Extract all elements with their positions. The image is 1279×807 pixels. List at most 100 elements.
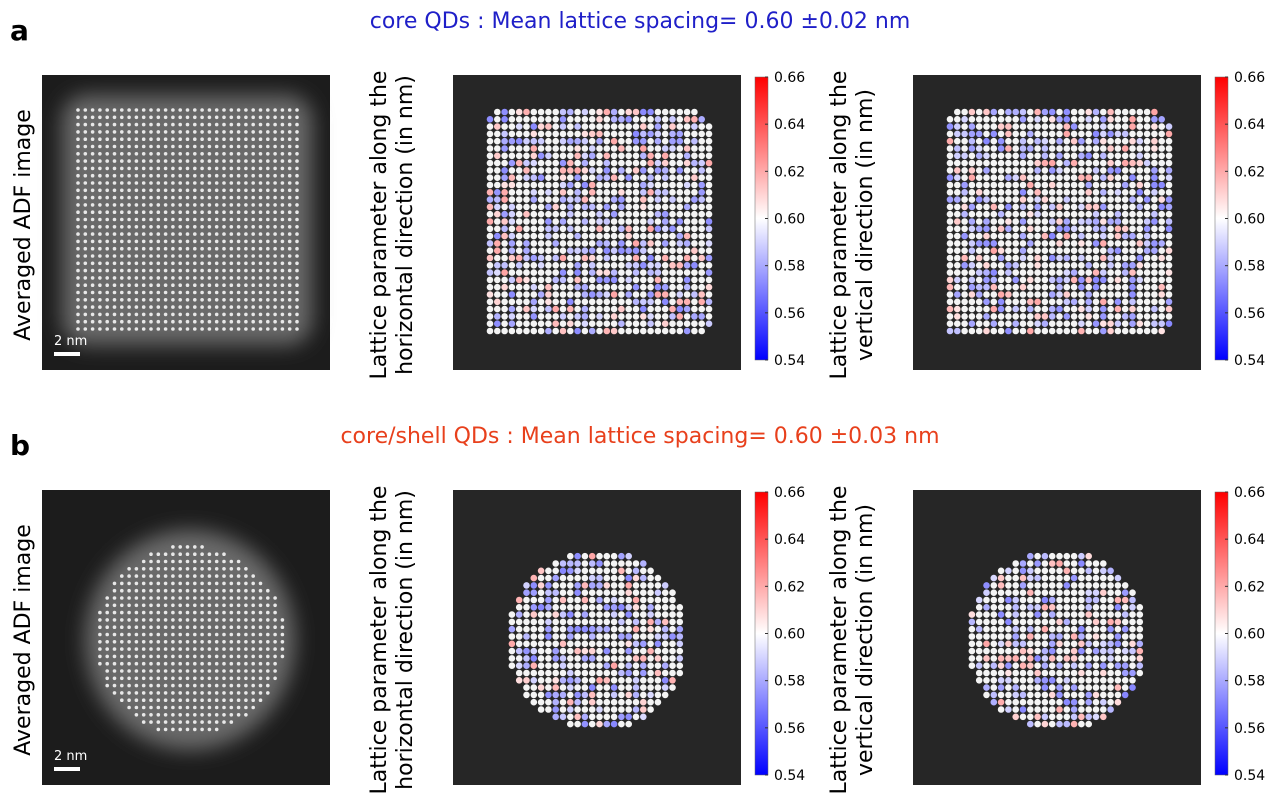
lattice-point — [1042, 692, 1049, 699]
lattice-point — [589, 575, 596, 582]
atom-column — [76, 145, 80, 149]
lattice-point — [487, 313, 494, 320]
atom-column — [127, 189, 131, 193]
lattice-point — [706, 153, 713, 160]
atom-column — [105, 116, 109, 120]
atom-column — [120, 116, 124, 120]
lattice-point — [991, 153, 998, 160]
lattice-point — [1107, 167, 1114, 174]
lattice-point — [509, 655, 516, 662]
lattice-point — [1144, 306, 1151, 313]
atom-column — [200, 684, 204, 688]
atom-column — [186, 545, 190, 549]
atom-column — [215, 574, 219, 578]
lattice-point — [560, 153, 567, 160]
lattice-point — [567, 211, 574, 218]
lattice-point — [487, 255, 494, 262]
atom-column — [208, 123, 212, 127]
lattice-point — [625, 145, 632, 152]
atom-column — [215, 567, 219, 571]
atom-column — [178, 560, 182, 564]
lattice-point — [611, 189, 618, 196]
lattice-point — [655, 662, 662, 669]
lattice-point — [552, 626, 559, 633]
lattice-point — [523, 189, 530, 196]
atom-column — [193, 640, 197, 644]
lattice-point — [1005, 167, 1012, 174]
lattice-point — [655, 641, 662, 648]
lattice-point — [567, 575, 574, 582]
atom-column — [200, 159, 204, 163]
lattice-point — [1027, 204, 1034, 211]
atom-column — [259, 269, 263, 273]
atom-column — [193, 108, 197, 112]
lattice-point — [1166, 123, 1173, 130]
lattice-point — [552, 167, 559, 174]
lattice-point — [596, 299, 603, 306]
lattice-point — [1056, 655, 1063, 662]
lattice-point — [1049, 560, 1056, 567]
lattice-point — [691, 247, 698, 254]
lattice-point — [677, 328, 684, 335]
atom-column — [273, 196, 277, 200]
atom-column — [193, 218, 197, 222]
lattice-point — [1100, 699, 1107, 706]
atom-column — [157, 145, 161, 149]
lattice-point — [1064, 145, 1071, 152]
lattice-point — [1122, 189, 1129, 196]
atom-column — [266, 596, 270, 600]
atom-column — [84, 137, 88, 141]
lattice-point — [669, 116, 676, 123]
atom-column — [237, 203, 241, 207]
lattice-point — [574, 291, 581, 298]
lattice-point — [947, 167, 954, 174]
lattice-point — [1034, 277, 1041, 284]
atom-column — [135, 327, 139, 331]
atom-column — [76, 262, 80, 266]
atom-column — [178, 596, 182, 600]
atom-column — [193, 647, 197, 651]
lattice-point — [976, 284, 983, 291]
lattice-point — [633, 226, 640, 233]
atom-column — [273, 123, 277, 127]
lattice-point — [1005, 597, 1012, 604]
lattice-point — [1064, 604, 1071, 611]
atom-column — [76, 203, 80, 207]
atom-column — [281, 625, 285, 629]
lattice-point — [954, 328, 961, 335]
lattice-point — [604, 116, 611, 123]
atom-column — [222, 713, 226, 717]
lattice-point — [523, 328, 530, 335]
atom-column — [98, 174, 102, 178]
lattice-point — [1064, 204, 1071, 211]
lattice-point — [1122, 131, 1129, 138]
lattice-point — [509, 131, 516, 138]
lattice-point — [1100, 633, 1107, 640]
atom-column — [259, 669, 263, 673]
atom-column — [127, 633, 131, 637]
atom-column — [91, 313, 95, 317]
atom-column — [157, 203, 161, 207]
atom-column — [259, 232, 263, 236]
lattice-point — [1093, 204, 1100, 211]
lattice-point — [976, 597, 983, 604]
lattice-point — [647, 677, 654, 684]
atom-column — [266, 618, 270, 622]
lattice-point — [487, 328, 494, 335]
atom-column — [259, 618, 263, 622]
lattice-point — [1056, 138, 1063, 145]
lattice-point — [1166, 226, 1173, 233]
lattice-point — [655, 677, 662, 684]
lattice-point — [1137, 648, 1144, 655]
atom-column — [193, 327, 197, 331]
lattice-point — [574, 560, 581, 567]
lattice-point — [523, 604, 530, 611]
lattice-point — [1151, 255, 1158, 262]
lattice-point — [1012, 684, 1019, 691]
atom-column — [237, 574, 241, 578]
atom-column — [244, 247, 248, 251]
lattice-point — [560, 633, 567, 640]
lattice-point — [1034, 262, 1041, 269]
lattice-point — [589, 299, 596, 306]
atom-column — [142, 677, 146, 681]
